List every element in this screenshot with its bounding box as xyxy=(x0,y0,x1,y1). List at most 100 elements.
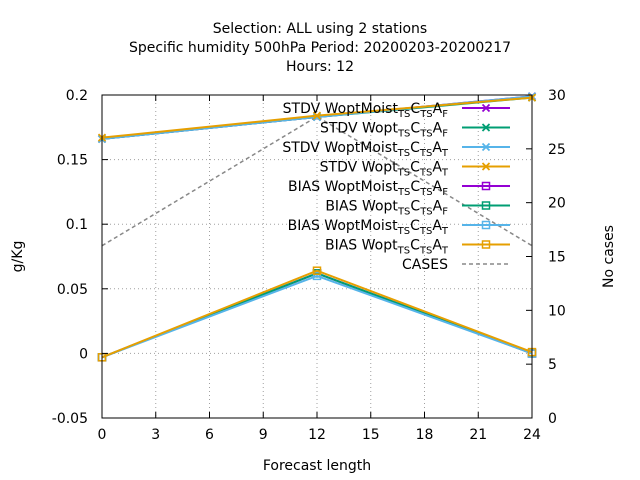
legend-label-subscript: TS xyxy=(397,226,410,237)
legend-label-subscript: F xyxy=(442,129,448,140)
legend-label: STDV WoptMoistTSCTSAT xyxy=(282,140,449,159)
legend-label-subscript: T xyxy=(441,148,449,159)
legend-label-part: C xyxy=(410,179,420,195)
y-tick-label: 0.1 xyxy=(66,217,88,233)
series-line-7 xyxy=(101,269,533,359)
y2-tick-label: 10 xyxy=(548,303,566,319)
y-axis-label: g/Kg xyxy=(10,241,26,273)
data-point-6 xyxy=(312,271,322,281)
y2-tick-label: 25 xyxy=(548,142,566,158)
y-tick-label: 0.2 xyxy=(66,88,88,104)
x-tick-label: 15 xyxy=(362,427,380,443)
chart-title: Selection: ALL using 2 stations Specific … xyxy=(129,21,511,75)
legend-marker xyxy=(481,142,491,152)
legend-label-part: A xyxy=(433,101,443,117)
data-point-7 xyxy=(312,266,322,275)
y2-tick-label: 15 xyxy=(548,250,566,266)
title-line: Hours: 12 xyxy=(286,59,354,75)
legend-label-part: C xyxy=(410,238,420,254)
legend-marker-stroke xyxy=(481,123,491,132)
legend-label-part: STDV WoptMoist xyxy=(283,101,399,117)
legend-label-part: A xyxy=(433,179,443,195)
y2-tick-label: 20 xyxy=(548,196,566,212)
legend-label-part: A xyxy=(432,140,442,156)
legend-label-subscript: TS xyxy=(397,109,410,120)
legend-marker xyxy=(481,201,491,210)
legend-label-part: A xyxy=(432,218,442,234)
legend-label-part: STDV Wopt xyxy=(320,121,398,137)
legend-label-part: BIAS Wopt xyxy=(325,199,398,215)
legend-label-subscript: TS xyxy=(397,207,410,218)
y-tick-label: 0.15 xyxy=(57,153,88,169)
legend-label-part: C xyxy=(410,199,420,215)
legend-label-part: STDV WoptMoist xyxy=(282,140,398,156)
y2-tick-label: 5 xyxy=(548,357,557,373)
legend-label-subscript: TS xyxy=(397,187,410,198)
x-axis-label: Forecast length xyxy=(263,458,371,474)
legend-label-subscript: TS xyxy=(419,109,432,120)
legend-label-subscript: TS xyxy=(419,246,432,257)
legend-label-part: STDV Wopt xyxy=(320,160,398,176)
legend-label-subscript: TS xyxy=(419,226,432,237)
legend-label: CASES xyxy=(402,257,448,273)
legend-marker xyxy=(481,240,491,249)
legend-label-part: A xyxy=(432,238,442,254)
legend-label-part: CASES xyxy=(402,257,448,273)
title-line: Selection: ALL using 2 stations xyxy=(213,21,427,37)
legend-label-subscript: TS xyxy=(419,148,432,159)
legend-label-subscript: F xyxy=(442,207,448,218)
legend-label-part: BIAS WoptMoist xyxy=(288,179,398,195)
legend-marker xyxy=(481,103,491,113)
legend-label-subscript: TS xyxy=(397,148,410,159)
y2-tick-label: 0 xyxy=(548,411,557,427)
legend-marker xyxy=(481,123,491,132)
legend-label-part: A xyxy=(433,121,443,137)
legend-label: BIAS WoptTSCTSAT xyxy=(325,238,449,257)
legend-label-subscript: TS xyxy=(419,129,432,140)
legend-label-subscript: F xyxy=(442,109,448,120)
y-tick-label: 0.05 xyxy=(57,282,88,298)
legend-label: STDV WoptTSCTSAF xyxy=(320,121,448,140)
legend-label: BIAS WoptMoistTSCTSAT xyxy=(288,218,449,237)
legend-label-part: BIAS Wopt xyxy=(325,238,398,254)
legend-label-subscript: TS xyxy=(397,246,410,257)
legend-label-subscript: F xyxy=(442,187,448,198)
legend-label: STDV WoptTSCTSAT xyxy=(320,160,449,179)
x-axis-ticks: 0 3 6 9 12 15 18 21 24 xyxy=(98,95,541,443)
legend-label-part: A xyxy=(432,160,442,176)
legend-label-part: A xyxy=(433,199,443,215)
x-tick-label: 6 xyxy=(205,427,214,443)
series-line-6 xyxy=(101,274,533,359)
y-tick-label: -0.05 xyxy=(52,411,88,427)
x-tick-label: 0 xyxy=(98,427,107,443)
legend-label-subscript: TS xyxy=(397,129,410,140)
legend-label-part: C xyxy=(410,101,420,117)
y-axis-ticks: -0.05 0 0.05 0.1 0.15 0.2 xyxy=(52,88,108,427)
legend-label-part: C xyxy=(410,140,420,156)
x-tick-label: 21 xyxy=(469,427,487,443)
legend-marker xyxy=(481,220,491,230)
legend-label-part: BIAS WoptMoist xyxy=(288,218,398,234)
legend-marker-stroke xyxy=(481,103,491,113)
legend-label: BIAS WoptTSCTSAF xyxy=(325,199,448,218)
legend-label-subscript: TS xyxy=(419,207,432,218)
title-line: Specific humidity 500hPa Period: 2020020… xyxy=(129,40,511,56)
legend-label-part: C xyxy=(410,218,420,234)
data-point-3-stroke xyxy=(312,111,322,120)
legend-label-part: C xyxy=(410,160,420,176)
legend-marker-stroke xyxy=(481,142,491,152)
x-tick-label: 24 xyxy=(523,427,541,443)
legend-marker xyxy=(481,162,491,171)
y2-tick-label: 30 xyxy=(548,88,566,104)
legend-label-subscript: T xyxy=(441,246,449,257)
legend-label-subscript: TS xyxy=(397,168,410,179)
legend-label-subscript: TS xyxy=(419,168,432,179)
data-point-3 xyxy=(312,111,322,120)
y2-axis-label: No cases xyxy=(601,225,617,288)
y2-axis-ticks: 0 5 10 15 20 25 30 xyxy=(526,88,566,427)
legend-marker-stroke xyxy=(481,162,491,171)
y-tick-label: 0 xyxy=(79,346,88,362)
